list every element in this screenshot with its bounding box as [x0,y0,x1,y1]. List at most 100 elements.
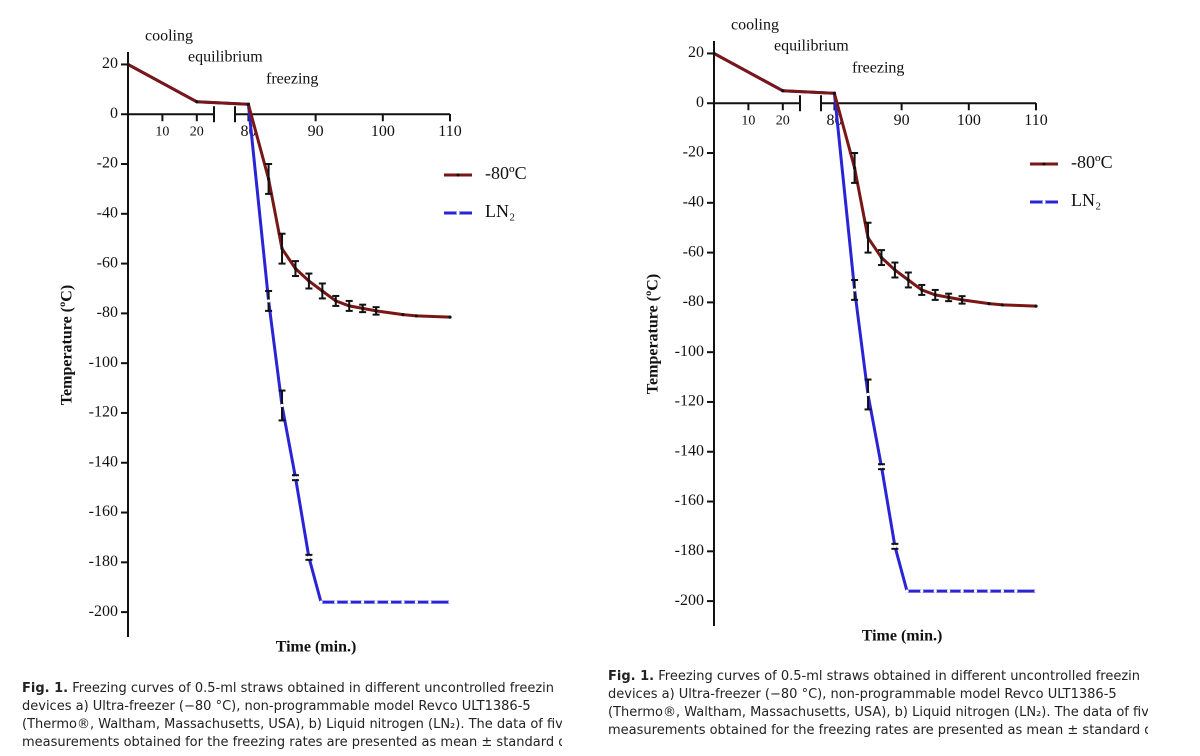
point [374,600,378,604]
point [387,600,392,604]
point [401,600,405,604]
point [832,91,837,95]
point [933,589,937,593]
x-tick-label: 110 [438,123,461,140]
point [879,465,884,469]
y-tick-label: -100 [89,354,118,371]
point [960,589,964,593]
caption-text: Freezing curves of 0.5-ml straws obtaine… [72,681,555,696]
annotation: equilibrium [188,49,263,66]
x-axis-title: Time (min.) [276,639,357,656]
annotation: equilibrium [774,38,849,55]
caption-line: devices a) Ultra-freezer (−80 °C), non-p… [22,698,562,716]
point [307,279,311,283]
x-tick-label: 100 [371,123,395,140]
x-axis-title: Time (min.) [862,628,943,645]
y-tick-label: -180 [675,542,704,559]
y-axis-title: Temperature (ºC) [645,274,662,394]
caption-text: devices a) Ultra-freezer (−80 °C), non-p… [22,699,531,714]
caption: Fig. 1. Freezing curves of 0.5-ml straws… [608,668,1148,740]
point [920,288,924,292]
point [1000,589,1005,593]
point [293,266,298,271]
y-tick-label: -160 [89,503,118,520]
y-tick-label: -100 [675,343,704,360]
point [987,302,991,306]
point [712,51,716,56]
caption-line: devices a) Ultra-freezer (−80 °C), non-p… [608,686,1148,704]
point [973,589,978,593]
caption-line: Fig. 1. Freezing curves of 0.5-ml straws… [608,668,1148,686]
y-tick-label: -160 [675,492,704,509]
point [879,255,884,260]
y-tick-label: -80 [683,293,704,310]
point [852,288,857,292]
x-tick-label: 20 [776,113,790,128]
x-tick-label: 100 [957,112,981,129]
y-tick-label: -140 [675,442,704,459]
legend-dot [1042,200,1046,204]
y-tick-label: -60 [97,254,118,271]
annotation: cooling [731,17,779,34]
caption: Fig. 1. Freezing curves of 0.5-ml straws… [22,680,562,752]
caption-text: (Thermo®, Waltham, Massachusetts, USA), … [22,717,562,732]
point [347,600,351,604]
x-tick-label: 110 [1024,112,1047,129]
point [947,295,951,300]
y-tick-label: -140 [89,453,118,470]
point [195,100,199,104]
y-tick-label: -180 [89,553,118,570]
legend-label: LN₂ [485,201,515,221]
y-tick-label: -80 [97,304,118,321]
x-tick-label: 20 [190,124,204,139]
point [866,392,870,397]
point [1034,304,1038,308]
caption-line: Fig. 1. Freezing curves of 0.5-ml straws… [22,680,562,698]
point [781,89,785,93]
point [1000,303,1005,307]
point [947,589,951,593]
caption-line: (Thermo®, Waltham, Massachusetts, USA), … [22,716,562,734]
point [374,309,378,313]
point [334,299,338,303]
x-tick-label: 10 [155,124,169,139]
y-tick-label: -200 [89,603,118,620]
series-line [713,52,1036,593]
annotation: freezing [852,60,904,77]
caption-text: devices a) Ultra-freezer (−80 °C), non-p… [608,687,1117,702]
point [987,589,991,593]
y-tick-label: -40 [683,193,704,210]
point [320,289,324,293]
caption-label: Fig. 1. [608,669,655,684]
point [852,166,857,170]
point [906,278,910,282]
point [334,600,338,604]
point [448,600,452,604]
point [361,600,365,604]
point [893,544,897,548]
caption-text: Freezing curves of 0.5-ml straws obtaine… [658,669,1141,684]
series-line [127,63,450,604]
series-line [127,63,451,319]
point [401,313,405,317]
y-tick-label: -120 [89,404,118,421]
point [266,299,271,303]
series-line [713,52,1037,308]
point [866,236,870,240]
annotation: cooling [145,28,193,45]
legend-dot [456,173,460,177]
legend-label: -80ºC [1071,152,1113,172]
point [126,62,130,67]
x-tick-label: 10 [741,113,755,128]
caption-line: measurements obtained for the freezing r… [608,722,1148,740]
point [414,314,419,318]
point [893,268,897,272]
point [1034,589,1038,593]
point [361,306,365,311]
chart: -200-180-160-140-120-100-80-60-40-200201… [645,17,1113,645]
point [920,589,924,593]
point [293,476,298,480]
caption-text: measurements obtained for the freezing r… [608,723,1148,738]
point [307,555,311,559]
